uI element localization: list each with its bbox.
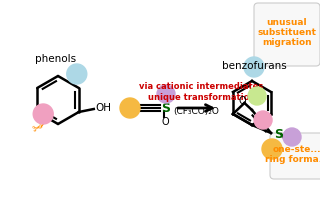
Text: O: O [161, 117, 169, 127]
Text: unique transformation: unique transformation [148, 93, 255, 102]
Text: S: S [161, 101, 170, 114]
Circle shape [254, 111, 272, 129]
Text: (CF₃CO)₂O: (CF₃CO)₂O [173, 107, 220, 116]
Circle shape [244, 57, 264, 77]
Circle shape [67, 64, 87, 84]
Circle shape [120, 98, 140, 118]
Text: unusual: unusual [267, 18, 307, 27]
Text: benzofurans: benzofurans [222, 61, 286, 71]
Text: O: O [239, 96, 246, 106]
Circle shape [262, 139, 282, 159]
Text: ✂: ✂ [31, 121, 45, 137]
Circle shape [283, 128, 301, 146]
Text: phenols: phenols [36, 54, 76, 64]
Circle shape [157, 85, 175, 103]
Text: OH: OH [96, 103, 112, 113]
FancyBboxPatch shape [270, 133, 320, 179]
Text: S: S [274, 128, 283, 141]
Text: one-ste...: one-ste... [273, 145, 320, 154]
Circle shape [248, 87, 266, 105]
Text: migration: migration [262, 38, 312, 47]
Text: substituent: substituent [258, 28, 316, 37]
Circle shape [33, 104, 53, 124]
Text: via cationic intermediates: via cationic intermediates [140, 82, 264, 91]
Text: ring forma...: ring forma... [265, 155, 320, 164]
FancyBboxPatch shape [254, 3, 320, 66]
